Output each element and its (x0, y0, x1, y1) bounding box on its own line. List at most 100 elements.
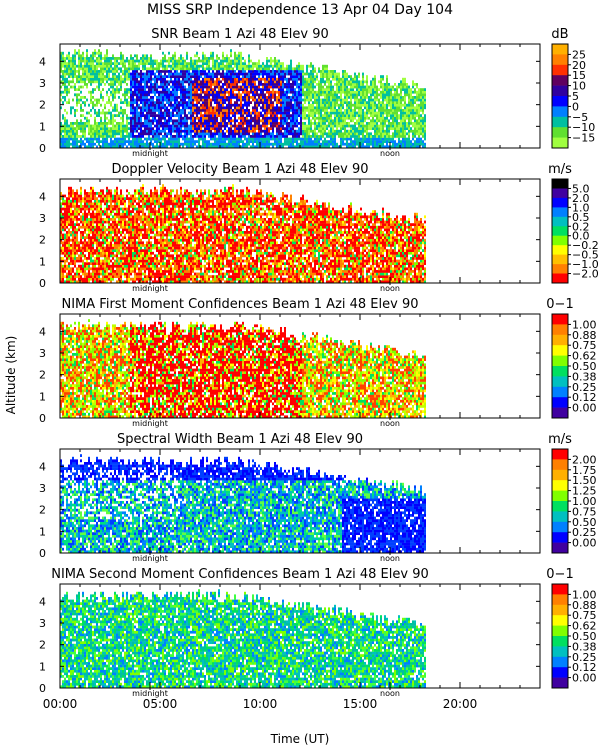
heatmap-cell (380, 90, 382, 94)
heatmap-cell (70, 137, 72, 141)
heatmap-cell (330, 85, 332, 89)
heatmap-cell (338, 119, 340, 123)
heatmap-cell (200, 124, 202, 128)
heatmap-cell (352, 109, 354, 112)
heatmap-cell (338, 72, 340, 76)
heatmap-cell (116, 103, 118, 107)
heatmap-cell (210, 54, 212, 58)
heatmap-cell (100, 116, 102, 120)
heatmap-cell (324, 98, 326, 102)
heatmap-cell (322, 140, 324, 143)
heatmap-cell (156, 137, 158, 141)
heatmap-cell (126, 116, 128, 120)
heatmap-cell (218, 83, 220, 86)
heatmap-cell (166, 106, 168, 110)
heatmap-cell (286, 116, 288, 120)
heatmap-cell (354, 80, 356, 84)
heatmap-cell (244, 88, 246, 91)
heatmap-cell (194, 122, 196, 125)
heatmap-cell (288, 122, 290, 125)
heatmap-cell (374, 114, 376, 117)
heatmap-cell (308, 129, 310, 133)
heatmap-cell (186, 96, 188, 99)
heatmap-cell (138, 67, 140, 71)
heatmap-cell (306, 140, 308, 143)
heatmap-cell (126, 93, 128, 97)
heatmap-cell (212, 88, 214, 91)
heatmap-cell (160, 75, 162, 78)
heatmap-cell (326, 145, 328, 149)
heatmap-cell (248, 62, 250, 65)
heatmap-cell (380, 124, 382, 128)
heatmap-cell (250, 77, 252, 81)
heatmap-cell (174, 93, 176, 97)
heatmap-cell (314, 142, 316, 146)
heatmap-cell (240, 109, 242, 112)
heatmap-cell (216, 93, 218, 97)
heatmap-cell (326, 85, 328, 89)
heatmap-cell (296, 96, 298, 99)
heatmap-cell (74, 140, 76, 143)
heatmap-cell (178, 85, 180, 89)
heatmap-cell (112, 90, 114, 94)
heatmap-cell (206, 124, 208, 128)
heatmap-cell (94, 72, 96, 76)
heatmap-cell (274, 93, 276, 97)
heatmap-cell (130, 106, 132, 110)
heatmap-cell (210, 88, 212, 91)
heatmap-cell (86, 62, 88, 65)
heatmap-cell (334, 119, 336, 123)
heatmap-cell (204, 62, 206, 65)
heatmap-cell (166, 70, 168, 73)
heatmap-cell (274, 109, 276, 112)
heatmap-cell (100, 83, 102, 86)
heatmap-cell (102, 111, 104, 115)
heatmap-cell (326, 124, 328, 128)
heatmap-cell (314, 137, 316, 141)
heatmap-cell (168, 101, 170, 104)
heatmap-cell (66, 64, 68, 68)
heatmap-cell (194, 83, 196, 86)
heatmap-cell (100, 135, 102, 138)
heatmap-cell (276, 103, 278, 107)
heatmap-cell (412, 129, 414, 133)
heatmap-cell (194, 90, 196, 94)
heatmap-cell (386, 83, 388, 86)
heatmap-cell (90, 77, 92, 81)
heatmap-cell (92, 127, 94, 130)
heatmap-cell (192, 85, 194, 89)
heatmap-cell (300, 109, 302, 112)
heatmap-cell (194, 64, 196, 68)
heatmap-cell (168, 62, 170, 65)
heatmap-cell (96, 59, 98, 63)
heatmap-cell (174, 75, 176, 78)
heatmap-cell (320, 103, 322, 107)
heatmap-cell (344, 98, 346, 102)
heatmap-cell (74, 129, 76, 133)
heatmap-cell (338, 132, 340, 136)
heatmap-cell (230, 93, 232, 97)
heatmap-cell (198, 132, 200, 136)
heatmap-cell (374, 96, 376, 99)
heatmap-cell (232, 93, 234, 97)
heatmap-cell (268, 98, 270, 102)
heatmap-cell (240, 106, 242, 110)
heatmap-cell (144, 106, 146, 110)
heatmap-cell (304, 80, 306, 84)
heatmap-cell (146, 106, 148, 110)
heatmap-cell (308, 103, 310, 107)
heatmap-cell (118, 127, 120, 130)
heatmap-cell (76, 124, 78, 128)
heatmap-cell (142, 67, 144, 71)
heatmap-cell (344, 132, 346, 136)
heatmap-cell (264, 137, 266, 141)
heatmap-cell (386, 101, 388, 104)
heatmap-cell (160, 98, 162, 102)
heatmap-cell (358, 85, 360, 89)
heatmap-cell (92, 80, 94, 84)
heatmap-cell (78, 75, 80, 78)
heatmap-cell (250, 140, 252, 143)
heatmap-cell (286, 96, 288, 99)
heatmap-cell (186, 77, 188, 81)
heatmap-cell (98, 124, 100, 128)
